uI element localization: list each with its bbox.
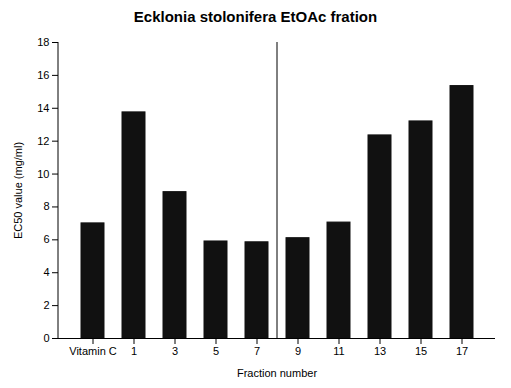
svg-text:6: 6: [43, 233, 49, 245]
svg-text:8: 8: [43, 200, 49, 212]
svg-text:17: 17: [456, 345, 468, 357]
svg-text:1: 1: [131, 345, 137, 357]
svg-text:Fraction number: Fraction number: [237, 367, 317, 379]
svg-text:4: 4: [43, 266, 49, 278]
svg-text:10: 10: [37, 168, 49, 180]
svg-text:5: 5: [213, 345, 219, 357]
svg-text:9: 9: [295, 345, 301, 357]
svg-text:18: 18: [37, 36, 49, 48]
svg-text:12: 12: [37, 135, 49, 147]
svg-text:Vitamin C: Vitamin C: [69, 345, 117, 357]
svg-text:14: 14: [37, 102, 49, 114]
svg-text:3: 3: [172, 345, 178, 357]
svg-text:15: 15: [415, 345, 427, 357]
svg-text:2: 2: [43, 299, 49, 311]
svg-text:16: 16: [37, 69, 49, 81]
svg-text:0: 0: [43, 332, 49, 344]
svg-text:7: 7: [254, 345, 260, 357]
svg-text:EC50 value (mg/ml): EC50 value (mg/ml): [12, 142, 24, 239]
svg-text:13: 13: [374, 345, 386, 357]
svg-text:11: 11: [333, 345, 344, 357]
html-text:Ecklonia stolonifera EtOAc fra: Ecklonia stolonifera EtOAc fration: [133, 8, 378, 25]
